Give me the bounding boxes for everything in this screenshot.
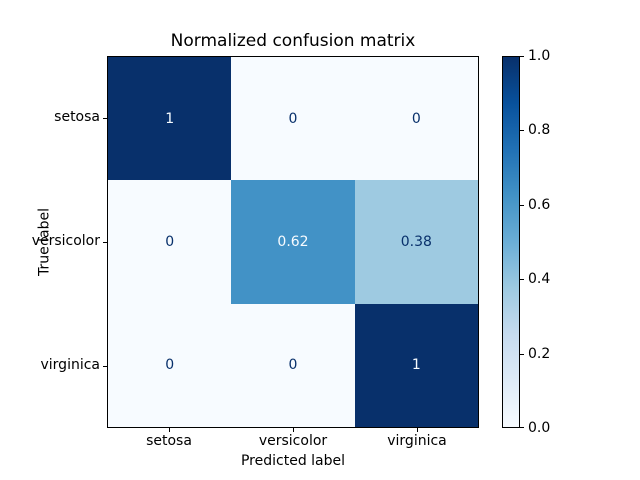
y-tick-label: setosa [54, 109, 100, 125]
heatmap-plot-area: 1 0 0 0 0.62 0.38 0 0 1 [107, 56, 479, 428]
x-tick-label: setosa [146, 433, 192, 449]
colorbar-tick [520, 427, 524, 428]
colorbar-tick-label: 0.8 [528, 122, 551, 139]
y-axis-tick [103, 117, 107, 119]
matrix-cell: 0.62 [231, 180, 355, 304]
y-tick-label: virginica [40, 357, 101, 373]
colorbar-tick-label: 1.0 [528, 48, 551, 64]
matrix-cell: 1 [354, 303, 478, 427]
colorbar-tick [520, 56, 524, 57]
colorbar-tick-label: 0.0 [528, 420, 551, 436]
matrix-cell: 0 [231, 303, 355, 427]
x-tick-label: versicolor [258, 433, 328, 449]
colorbar [502, 56, 520, 428]
chart-title: Normalized confusion matrix [170, 31, 416, 51]
colorbar-tick [520, 204, 524, 206]
matrix-cell: 0 [108, 180, 232, 304]
y-tick-label: versicolor [31, 233, 100, 249]
colorbar-tick-label: 0.4 [528, 271, 551, 288]
y-axis-tick [103, 241, 107, 243]
x-axis-tick [292, 428, 294, 432]
matrix-cell: 0.38 [354, 180, 478, 304]
colorbar-tick-label: 0.6 [528, 196, 551, 213]
x-axis-tick [168, 428, 170, 432]
colorbar-tick-label: 0.2 [528, 345, 551, 362]
colorbar-tick [520, 353, 524, 355]
matrix-cell: 0 [108, 303, 232, 427]
colorbar-tick [520, 279, 524, 281]
matrix-cell: 1 [108, 57, 232, 181]
x-axis-tick [416, 428, 418, 432]
matrix-cell: 0 [231, 57, 355, 181]
colorbar-tick [520, 130, 524, 132]
x-tick-label: virginica [387, 433, 447, 449]
matrix-cell: 0 [354, 57, 478, 181]
x-axis-label: Predicted label [240, 453, 346, 469]
y-axis-tick [103, 365, 107, 367]
